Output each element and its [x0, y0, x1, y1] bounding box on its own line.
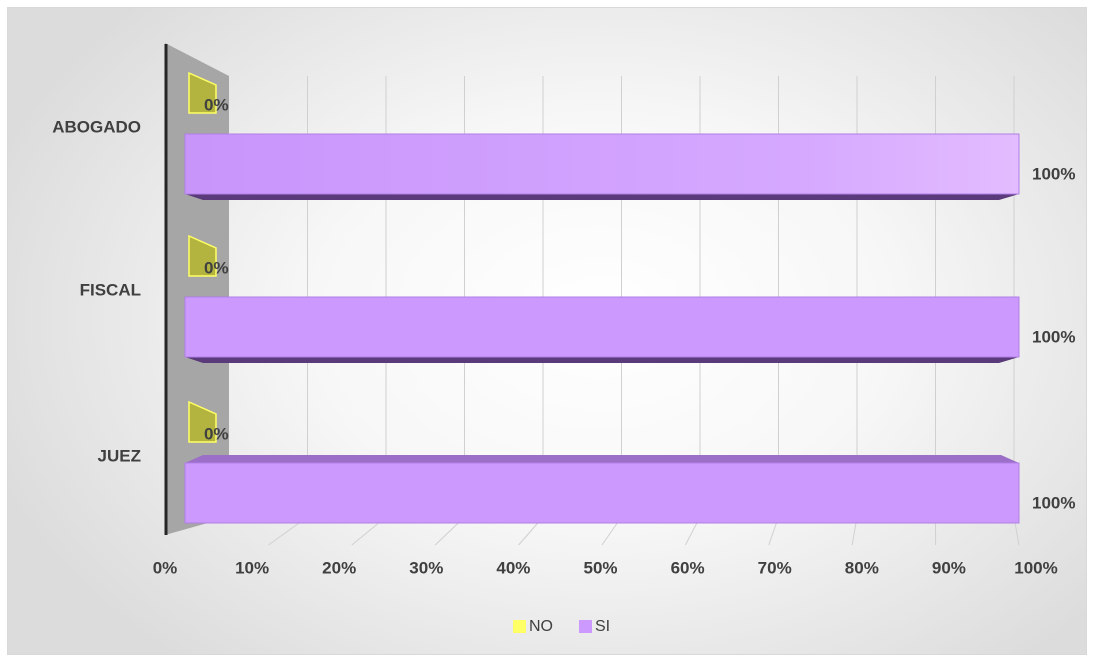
- category-label: FISCAL: [80, 280, 141, 299]
- legend-swatch-si: [579, 620, 592, 633]
- data-label-si: 100%: [1032, 493, 1075, 512]
- legend-label-no: NO: [529, 618, 553, 635]
- bars: [184, 71, 1020, 524]
- data-label-no: 0%: [204, 95, 229, 114]
- bar-si-bottom: [185, 194, 1019, 200]
- chart-svg: ABOGADO FISCAL JUEZ 0% 100% 0% 100% 0% 100% 0% 10%…: [52, 43, 1075, 635]
- data-label-no: 0%: [204, 258, 229, 277]
- data-label-si: 100%: [1032, 164, 1075, 183]
- x-tick-label: 10%: [235, 558, 269, 577]
- x-tick-label: 70%: [758, 558, 792, 577]
- data-label-no: 0%: [204, 424, 229, 443]
- bar-si: [184, 133, 1020, 195]
- bar-si-top: [185, 455, 1019, 463]
- x-tick-label: 50%: [583, 558, 617, 577]
- bar-si: [184, 462, 1020, 524]
- x-tick-label: 40%: [496, 558, 530, 577]
- category-label: ABOGADO: [52, 117, 141, 136]
- legend-label-si: SI: [595, 618, 610, 635]
- legend-swatch-no: [513, 620, 526, 633]
- bar-no: [188, 400, 217, 443]
- chart-frame: ABOGADO FISCAL JUEZ 0% 100% 0% 100% 0% 100% 0% 10%…: [7, 7, 1087, 655]
- x-tick-label: 0%: [153, 558, 178, 577]
- bar-si-bottom: [185, 357, 1019, 363]
- bar-no: [188, 71, 217, 114]
- data-label-si: 100%: [1032, 327, 1075, 346]
- category-label: JUEZ: [98, 446, 141, 465]
- legend: NO SI: [513, 618, 610, 635]
- bar-si: [184, 296, 1020, 358]
- bar-no: [188, 234, 217, 277]
- x-tick-label: 100%: [1014, 558, 1057, 577]
- x-tick-label: 90%: [932, 558, 966, 577]
- labels: ABOGADO FISCAL JUEZ 0% 100% 0% 100% 0% 100% 0% 10%…: [52, 95, 1075, 577]
- x-tick-label: 60%: [671, 558, 705, 577]
- x-tick-label: 80%: [845, 558, 879, 577]
- x-tick-label: 20%: [322, 558, 356, 577]
- x-tick-label: 30%: [409, 558, 443, 577]
